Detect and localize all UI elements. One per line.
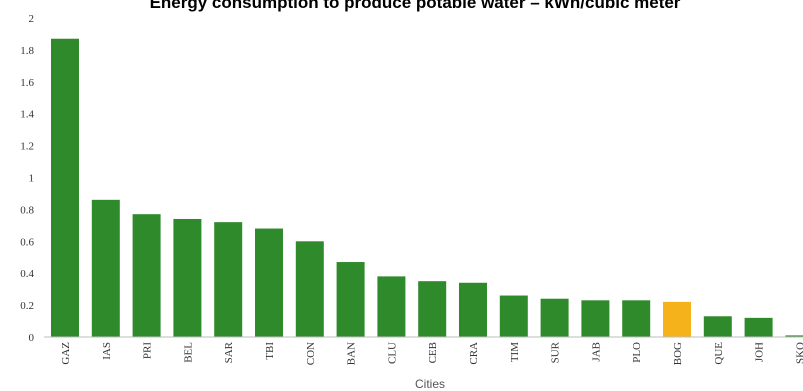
x-tick-label: GAZ: [60, 342, 72, 365]
x-tick-label: PRI: [142, 342, 154, 359]
bar-ban: [336, 262, 365, 337]
bar-jab: [581, 300, 610, 337]
bar-ceb: [418, 281, 447, 337]
bar-joh: [744, 317, 773, 337]
bar-sar: [214, 222, 243, 337]
y-tick-label: 1.8: [20, 45, 34, 57]
bar-plo: [622, 300, 651, 337]
bar-gaz: [51, 38, 79, 338]
x-tick-label: CON: [305, 342, 317, 365]
x-tick-label: QUE: [713, 342, 725, 365]
x-tick-label: SKO: [794, 342, 803, 364]
bars: [51, 38, 803, 338]
bar-cra: [459, 282, 487, 337]
bar-sko: [785, 335, 803, 337]
x-tick-label: SUR: [550, 341, 562, 363]
bar-con: [295, 241, 324, 337]
x-tick-label: TBI: [264, 342, 276, 360]
bar-bel: [173, 218, 202, 337]
y-tick-label: 0.8: [20, 204, 34, 216]
y-axis: 0 0.2 0.4 0.6 0.8 1 1.2 1.4 1.6 1.8 2: [20, 13, 34, 344]
bar-ias: [91, 199, 120, 337]
x-tick-label: TIM: [509, 342, 521, 362]
x-tick-label: BAN: [346, 342, 358, 365]
x-tick-label: IAS: [101, 342, 113, 360]
x-tick-label: PLO: [631, 342, 643, 363]
y-tick-label: 0.2: [20, 300, 34, 312]
y-tick-label: 0.4: [20, 268, 34, 280]
x-axis-label: Cities: [415, 377, 445, 391]
x-tick-label: BOG: [672, 342, 684, 365]
x-tick-label: JAB: [590, 342, 602, 362]
x-tick-label: SAR: [223, 341, 235, 363]
chart-title: Energy consumption to produce potable wa…: [150, 0, 681, 12]
x-tick-label: BEL: [182, 342, 194, 363]
y-tick-label: 2: [29, 13, 35, 25]
bar-sur: [540, 298, 569, 337]
x-tick-label: CLU: [386, 342, 398, 364]
y-tick-label: 1: [29, 173, 35, 185]
bar-bog: [663, 301, 691, 337]
bar-tim: [499, 295, 528, 337]
x-tick-label: JOH: [754, 342, 766, 362]
bar-pri: [132, 214, 161, 337]
y-tick-label: 0: [29, 332, 35, 344]
x-tick-label: CEB: [427, 342, 439, 363]
bar-que: [703, 316, 732, 337]
y-tick-label: 0.6: [20, 236, 34, 248]
y-tick-label: 1.4: [20, 109, 34, 121]
x-axis: GAZ IAS PRI BEL SAR TBI CON BAN CLU CEB CRA TIM SUR J…: [60, 341, 803, 365]
y-tick-label: 1.2: [20, 141, 34, 153]
bar-clu: [377, 276, 406, 337]
x-tick-label: CRA: [468, 342, 480, 365]
bar-tbi: [255, 228, 283, 337]
y-tick-label: 1.6: [20, 77, 34, 89]
